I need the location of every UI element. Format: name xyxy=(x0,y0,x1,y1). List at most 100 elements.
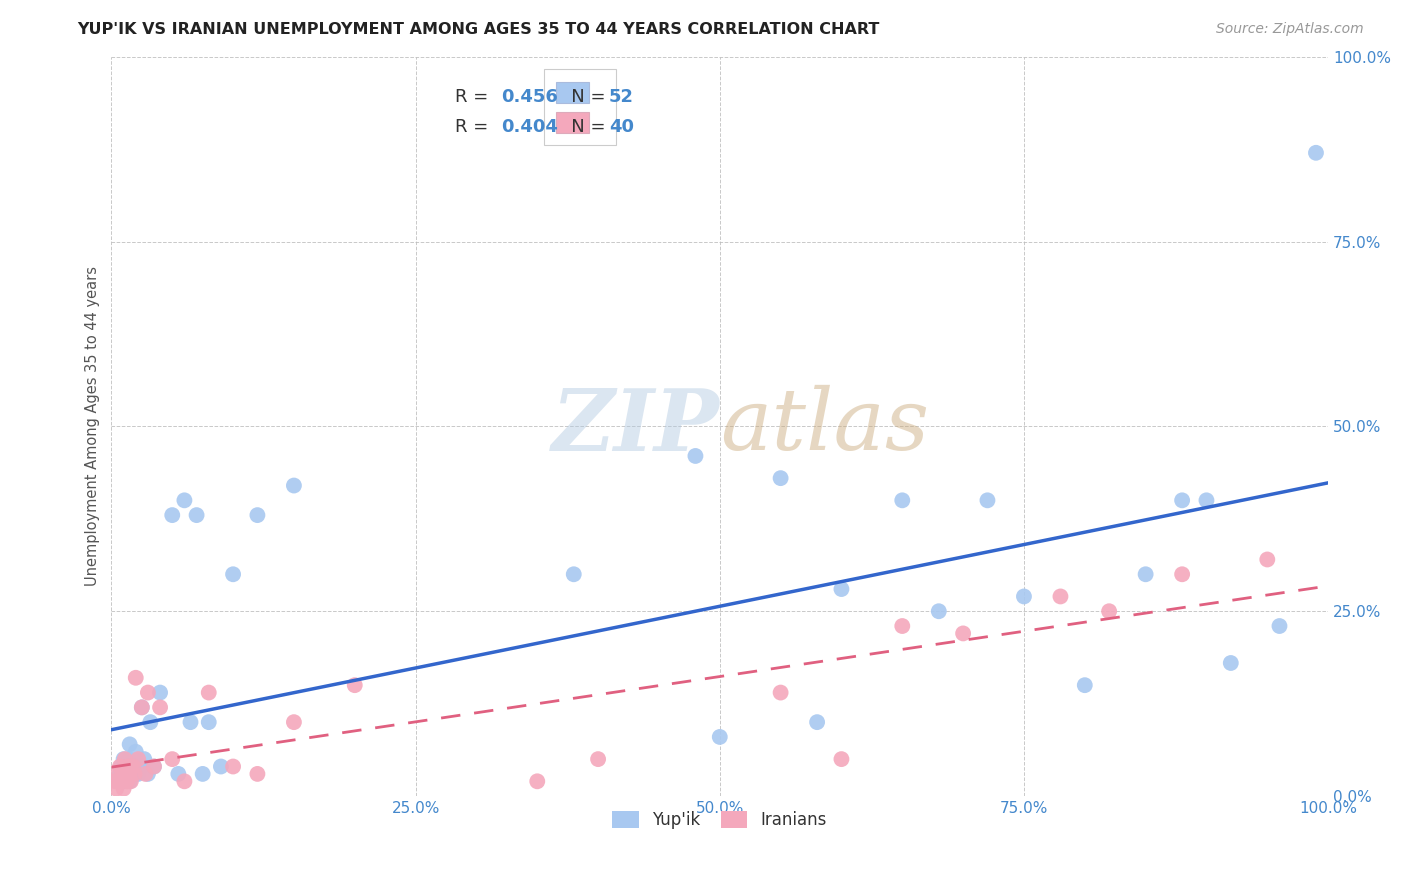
Point xyxy=(134,767,156,781)
Point xyxy=(1171,493,1194,508)
Point xyxy=(107,767,129,781)
Point xyxy=(806,715,828,730)
Point xyxy=(110,774,132,789)
Point xyxy=(222,567,245,582)
Point xyxy=(1195,493,1218,508)
Point xyxy=(343,678,366,692)
Point xyxy=(891,493,914,508)
Text: Source: ZipAtlas.com: Source: ZipAtlas.com xyxy=(1216,22,1364,37)
Point xyxy=(1135,567,1157,582)
Point xyxy=(1098,604,1121,618)
Point xyxy=(1256,552,1278,566)
Point xyxy=(124,767,146,781)
Point xyxy=(118,737,141,751)
Text: R =: R = xyxy=(454,88,494,106)
Point xyxy=(197,715,219,730)
Point xyxy=(143,759,166,773)
Point xyxy=(709,730,731,744)
Text: YUP'IK VS IRANIAN UNEMPLOYMENT AMONG AGES 35 TO 44 YEARS CORRELATION CHART: YUP'IK VS IRANIAN UNEMPLOYMENT AMONG AGE… xyxy=(77,22,880,37)
Point xyxy=(928,604,950,618)
Point xyxy=(167,767,190,781)
Point xyxy=(149,685,172,699)
Point xyxy=(162,752,184,766)
Point xyxy=(115,759,138,773)
Point xyxy=(136,767,159,781)
Point xyxy=(139,715,162,730)
Point xyxy=(830,582,852,596)
Point xyxy=(526,774,548,789)
Point xyxy=(1012,590,1035,604)
Point xyxy=(107,774,129,789)
Point xyxy=(118,767,141,781)
Point xyxy=(105,781,128,796)
Point xyxy=(127,752,149,766)
Point xyxy=(1171,567,1194,582)
Point xyxy=(107,774,129,789)
Point xyxy=(112,767,135,781)
Point xyxy=(149,700,172,714)
Text: R =: R = xyxy=(454,118,494,136)
Point xyxy=(112,752,135,766)
Point xyxy=(127,767,149,781)
Point xyxy=(830,752,852,766)
Point xyxy=(1049,590,1071,604)
Point xyxy=(115,774,138,789)
Point xyxy=(108,767,131,781)
Point xyxy=(122,759,145,773)
Point xyxy=(1219,656,1241,670)
Text: 40: 40 xyxy=(609,118,634,136)
Point xyxy=(222,759,245,773)
Point xyxy=(125,745,148,759)
Text: N =: N = xyxy=(554,88,612,106)
Point xyxy=(120,774,142,789)
Point xyxy=(1074,678,1097,692)
Point xyxy=(179,715,201,730)
Text: atlas: atlas xyxy=(720,385,929,467)
Point xyxy=(131,700,153,714)
Point xyxy=(134,752,156,766)
Point xyxy=(117,759,139,773)
Point xyxy=(114,752,136,766)
Point xyxy=(125,671,148,685)
Point xyxy=(143,759,166,773)
Point xyxy=(246,767,269,781)
Point xyxy=(111,774,134,789)
Point xyxy=(209,759,232,773)
Point xyxy=(769,471,792,485)
Point xyxy=(111,767,134,781)
Point xyxy=(186,508,208,522)
Point xyxy=(562,567,585,582)
Point xyxy=(162,508,184,522)
Point xyxy=(125,767,148,781)
Point xyxy=(197,685,219,699)
Point xyxy=(136,685,159,699)
Point xyxy=(115,767,138,781)
Point xyxy=(131,759,153,773)
Point xyxy=(246,508,269,522)
Point xyxy=(122,759,145,773)
Point xyxy=(110,759,132,773)
Point xyxy=(769,685,792,699)
Text: ZIP: ZIP xyxy=(553,384,720,468)
Point xyxy=(191,767,214,781)
Text: N =: N = xyxy=(554,118,612,136)
Point xyxy=(976,493,998,508)
Text: 0.404: 0.404 xyxy=(501,118,558,136)
Point xyxy=(1305,145,1327,160)
Text: 0.456: 0.456 xyxy=(501,88,558,106)
Point xyxy=(173,774,195,789)
Point xyxy=(952,626,974,640)
Point xyxy=(283,478,305,492)
Y-axis label: Unemployment Among Ages 35 to 44 years: Unemployment Among Ages 35 to 44 years xyxy=(86,267,100,586)
Point xyxy=(117,752,139,766)
Text: 52: 52 xyxy=(609,88,634,106)
Point xyxy=(283,715,305,730)
Point xyxy=(112,781,135,796)
Point xyxy=(685,449,707,463)
Point xyxy=(891,619,914,633)
Point xyxy=(586,752,609,766)
Point xyxy=(104,774,127,789)
Point xyxy=(131,700,153,714)
Point xyxy=(173,493,195,508)
Point xyxy=(108,759,131,773)
